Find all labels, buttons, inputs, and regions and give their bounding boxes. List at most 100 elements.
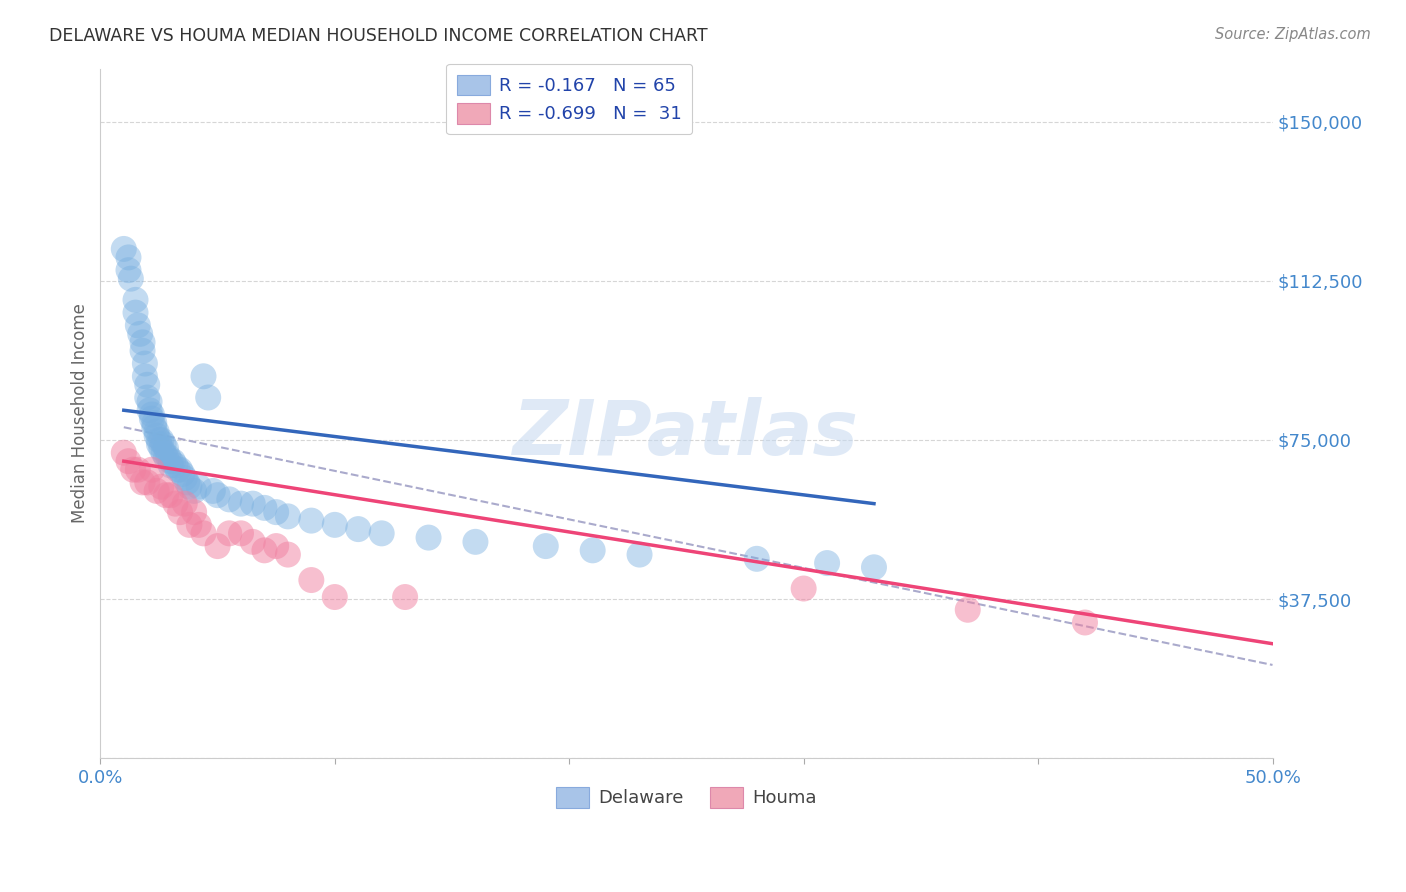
Point [134, 369, 156, 384]
Point [264, 539, 287, 553]
Point [129, 326, 152, 341]
Point [193, 369, 215, 384]
Point [117, 454, 139, 468]
Point [148, 433, 170, 447]
Point [117, 263, 139, 277]
Point [131, 475, 153, 490]
Point [165, 458, 187, 473]
Point [242, 497, 264, 511]
Point [264, 505, 287, 519]
Point [112, 446, 135, 460]
Point [152, 446, 174, 460]
Point [145, 483, 167, 498]
Point [323, 590, 346, 604]
Point [197, 391, 219, 405]
Point [183, 505, 205, 519]
Point [187, 517, 209, 532]
Point [112, 242, 135, 256]
Point [131, 335, 153, 350]
Point [145, 425, 167, 439]
Point [155, 488, 177, 502]
Point [136, 475, 159, 490]
Point [793, 582, 815, 596]
Point [253, 500, 276, 515]
Point [117, 251, 139, 265]
Point [136, 377, 159, 392]
Point [183, 483, 205, 498]
Point [127, 463, 149, 477]
Point [159, 458, 181, 473]
Point [165, 497, 187, 511]
Point [370, 526, 392, 541]
Point [134, 357, 156, 371]
Point [159, 454, 181, 468]
Point [173, 497, 195, 511]
Point [229, 526, 252, 541]
Point [172, 467, 194, 481]
Point [207, 539, 229, 553]
Point [150, 433, 173, 447]
Point [277, 509, 299, 524]
Point [207, 488, 229, 502]
Point [152, 437, 174, 451]
Point [124, 305, 146, 319]
Point [150, 442, 173, 456]
Point [169, 505, 191, 519]
Point [418, 531, 440, 545]
Point [162, 454, 184, 468]
Point [179, 480, 201, 494]
Text: Source: ZipAtlas.com: Source: ZipAtlas.com [1215, 27, 1371, 42]
Point [122, 463, 145, 477]
Point [166, 463, 188, 477]
Point [141, 411, 163, 425]
Text: ZIPatlas: ZIPatlas [513, 397, 859, 471]
Point [323, 517, 346, 532]
Point [124, 293, 146, 307]
Point [143, 416, 166, 430]
Point [148, 437, 170, 451]
Point [347, 522, 370, 536]
Point [201, 483, 224, 498]
Point [143, 420, 166, 434]
Point [138, 403, 160, 417]
Legend: Delaware, Houma: Delaware, Houma [550, 780, 824, 815]
Point [277, 548, 299, 562]
Point [155, 442, 177, 456]
Point [299, 514, 322, 528]
Point [131, 343, 153, 358]
Point [815, 556, 838, 570]
Point [136, 391, 159, 405]
Point [187, 480, 209, 494]
Point [534, 539, 557, 553]
Point [155, 450, 177, 464]
Point [1074, 615, 1097, 630]
Point [628, 548, 651, 562]
Point [127, 318, 149, 333]
Point [218, 526, 240, 541]
Point [582, 543, 605, 558]
Point [299, 573, 322, 587]
Point [141, 463, 163, 477]
Point [159, 488, 181, 502]
Point [179, 517, 201, 532]
Point [193, 526, 215, 541]
Point [157, 450, 180, 464]
Point [120, 271, 142, 285]
Point [394, 590, 416, 604]
Point [242, 534, 264, 549]
Text: DELAWARE VS HOUMA MEDIAN HOUSEHOLD INCOME CORRELATION CHART: DELAWARE VS HOUMA MEDIAN HOUSEHOLD INCOM… [49, 27, 707, 45]
Point [745, 551, 768, 566]
Point [229, 497, 252, 511]
Point [141, 408, 163, 422]
Point [863, 560, 886, 574]
Point [150, 480, 173, 494]
Point [464, 534, 486, 549]
Point [138, 394, 160, 409]
Point [218, 492, 240, 507]
Point [169, 463, 191, 477]
Point [956, 603, 979, 617]
Point [173, 471, 195, 485]
Point [145, 428, 167, 442]
Point [176, 475, 198, 490]
Point [253, 543, 276, 558]
